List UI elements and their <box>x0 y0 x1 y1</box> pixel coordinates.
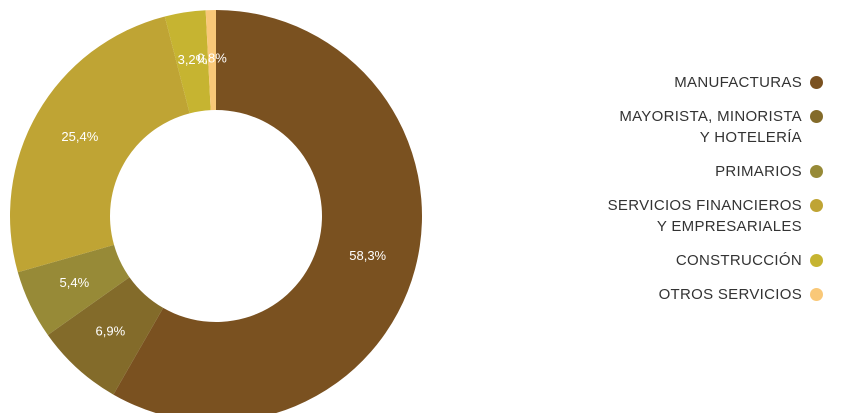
donut-chart: 58,3% 6,9% 5,4% 25,4% 3,2%0,8% <box>9 10 422 413</box>
donut-slice-1 <box>113 10 422 413</box>
donut-slice-6 <box>205 10 216 111</box>
legend-label-line: MAYORISTA, MINORISTA <box>619 108 802 125</box>
legend-label-line: OTROS SERVICIOS <box>658 286 802 303</box>
legend-swatch <box>810 165 823 178</box>
legend-label: MAYORISTA, MINORISTA Y HOTELERÍA <box>619 106 802 148</box>
slice-value-label: 0,8% <box>197 50 227 65</box>
legend-item: MAYORISTA, MINORISTA Y HOTELERÍA <box>533 106 823 148</box>
legend: MANUFACTURAS MAYORISTA, MINORISTA Y HOTELE… <box>533 72 823 318</box>
legend-label-line: CONSTRUCCIÓN <box>675 252 802 269</box>
legend-item: MANUFACTURAS <box>533 72 823 93</box>
legend-label: SERVICIOS FINANCIEROS Y EMPRESARIALES <box>608 195 802 237</box>
legend-label: OTROS SERVICIOS <box>659 284 802 305</box>
legend-item: PRIMARIOS <box>533 161 823 182</box>
legend-item: OTROS SERVICIOS <box>533 284 823 305</box>
legend-label-line: Y EMPRESARIALES <box>656 218 802 235</box>
donut-slice-2 <box>47 277 164 395</box>
legend-item: SERVICIOS FINANCIEROS Y EMPRESARIALES <box>533 195 823 237</box>
legend-label-line: PRIMARIOS <box>715 163 802 180</box>
donut-slice-3 <box>17 244 130 335</box>
donut-slice-4 <box>9 16 190 273</box>
legend-item: CONSTRUCCIÓN <box>533 250 823 271</box>
legend-swatch <box>810 254 823 267</box>
legend-label: MANUFACTURAS <box>674 72 802 93</box>
legend-label-line: SERVICIOS FINANCIEROS <box>607 197 802 214</box>
legend-swatch <box>810 110 823 123</box>
legend-swatch <box>810 76 823 89</box>
legend-swatch <box>810 199 823 212</box>
slice-value-label: 5,4% <box>60 275 90 290</box>
legend-swatch <box>810 288 823 301</box>
legend-label: CONSTRUCCIÓN <box>676 250 802 271</box>
slice-value-label: 58,3% <box>349 248 386 263</box>
slice-value-label: 25,4% <box>61 129 98 144</box>
slice-value-label: 6,9% <box>96 324 126 339</box>
donut-slice-5 <box>164 10 211 114</box>
legend-label-line: MANUFACTURAS <box>674 74 802 91</box>
legend-label: PRIMARIOS <box>715 161 802 182</box>
legend-label-line: Y HOTELERÍA <box>699 129 802 146</box>
slice-value-label: 3,2% <box>178 52 208 67</box>
